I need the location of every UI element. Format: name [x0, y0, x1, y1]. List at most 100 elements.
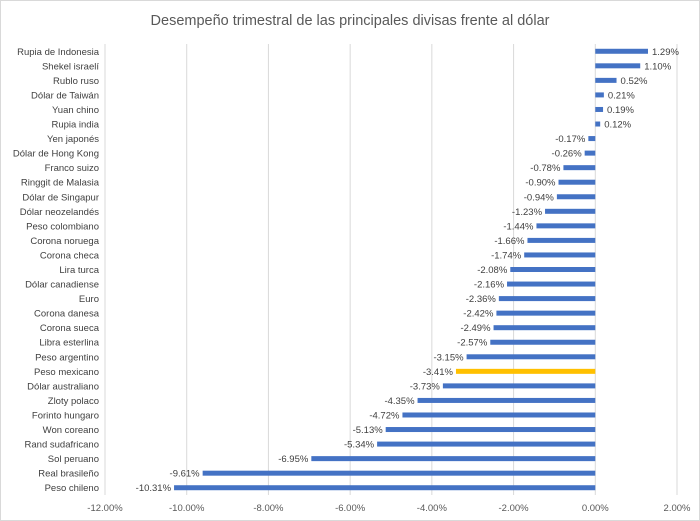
category-label: Dólar de Hong Kong [13, 149, 99, 160]
bar [493, 325, 596, 331]
value-label: -0.94% [524, 192, 555, 203]
value-label: -10.31% [136, 483, 172, 494]
bar [545, 208, 596, 214]
category-label: Forinto hungaro [32, 410, 99, 421]
category-label: Peso argentino [35, 352, 99, 363]
x-tick-label: -6.00% [335, 503, 366, 514]
value-label: -2.16% [474, 280, 505, 291]
bar [527, 237, 596, 243]
bar [563, 165, 596, 171]
value-label: -2.08% [477, 265, 508, 276]
value-label: -5.34% [344, 440, 375, 451]
category-label: Zloty polaco [48, 396, 99, 407]
chart-title: Desempeño trimestral de las principales … [151, 13, 550, 29]
value-label: -1.66% [494, 236, 525, 247]
category-label: Ringgit de Malasia [21, 178, 100, 189]
labels: -12.00% -10.00% -8.00% -6.00% -4.00% -2.00% 0.… [13, 47, 691, 514]
category-label: Peso colombiano [26, 221, 99, 232]
value-label: -1.44% [503, 221, 534, 232]
value-label: 0.21% [608, 90, 635, 101]
value-label: -3.15% [433, 352, 464, 363]
category-label: Dólar de Singapur [22, 192, 99, 203]
bar [417, 397, 596, 403]
value-label: 1.29% [652, 47, 679, 58]
value-label: -5.13% [353, 425, 384, 436]
value-label: -6.95% [278, 454, 309, 465]
bars [174, 48, 648, 491]
category-label: Shekel israelí [42, 61, 99, 72]
bar [466, 354, 596, 360]
bar [536, 223, 596, 229]
category-label: Lira turca [59, 265, 99, 276]
category-label: Corona danesa [34, 309, 100, 320]
category-label: Rand sudafricano [25, 440, 99, 451]
value-label: 0.52% [621, 76, 648, 87]
value-label: -3.41% [423, 367, 454, 378]
bar [174, 485, 596, 491]
bar [558, 179, 596, 185]
x-tick-label: -4.00% [417, 503, 448, 514]
x-tick-label: -12.00% [87, 503, 123, 514]
category-label: Peso chileno [45, 483, 99, 494]
bar [595, 121, 601, 127]
bar [455, 368, 596, 374]
value-label: -2.49% [460, 323, 491, 334]
bar [556, 194, 596, 200]
category-label: Rublo ruso [53, 76, 99, 87]
bar [510, 267, 596, 272]
bar [490, 339, 596, 345]
bar [524, 252, 596, 258]
x-tick-label: -2.00% [499, 503, 530, 514]
category-label: Rupia de Indonesia [17, 47, 100, 58]
value-label: -0.17% [555, 134, 586, 145]
bar [595, 77, 617, 83]
value-label: -0.78% [530, 163, 561, 174]
category-label: Dólar canadiense [25, 280, 99, 291]
value-label: -1.74% [491, 250, 522, 261]
category-label: Euro [79, 294, 99, 305]
x-tick-label: 0.00% [582, 503, 609, 514]
category-label: Won coreano [43, 425, 99, 436]
value-label: -1.23% [512, 207, 543, 218]
bar [595, 48, 648, 54]
bar [311, 456, 596, 462]
x-tick-label: -8.00% [253, 503, 284, 514]
bar [442, 383, 596, 389]
category-label: Real brasileño [38, 469, 99, 480]
value-label: -4.72% [369, 410, 400, 421]
category-label: Corona sueca [40, 323, 100, 334]
value-label: -2.42% [463, 309, 494, 320]
bar [588, 136, 596, 142]
value-label: -9.61% [170, 469, 201, 480]
category-label: Sol peruano [48, 454, 99, 465]
category-label: Dólar australiano [27, 381, 99, 392]
bar [595, 106, 604, 112]
category-label: Corona noruega [30, 236, 99, 247]
category-label: Rupia india [51, 120, 99, 131]
category-label: Peso mexicano [34, 367, 99, 378]
bar [507, 281, 596, 287]
value-label: -0.26% [552, 149, 583, 160]
bar [595, 63, 641, 69]
value-label: -4.35% [384, 396, 415, 407]
value-label: -0.90% [525, 178, 556, 189]
bar [584, 150, 596, 156]
category-label: Franco suizo [45, 163, 99, 174]
bar [402, 412, 596, 418]
category-label: Yen japonés [47, 134, 99, 145]
x-tick-label: -10.00% [169, 503, 205, 514]
value-label: 1.10% [644, 61, 671, 72]
category-label: Dólar neozelandés [20, 207, 99, 218]
bar [202, 470, 596, 476]
value-label: -2.57% [457, 338, 488, 349]
x-tick-label: 2.00% [664, 503, 691, 514]
bar [498, 296, 596, 302]
bar [377, 441, 596, 447]
bar [385, 427, 596, 433]
bar [496, 310, 596, 316]
category-label: Dólar de Taiwán [31, 90, 99, 101]
value-label: -2.36% [466, 294, 497, 305]
category-label: Libra esterlina [39, 338, 99, 349]
